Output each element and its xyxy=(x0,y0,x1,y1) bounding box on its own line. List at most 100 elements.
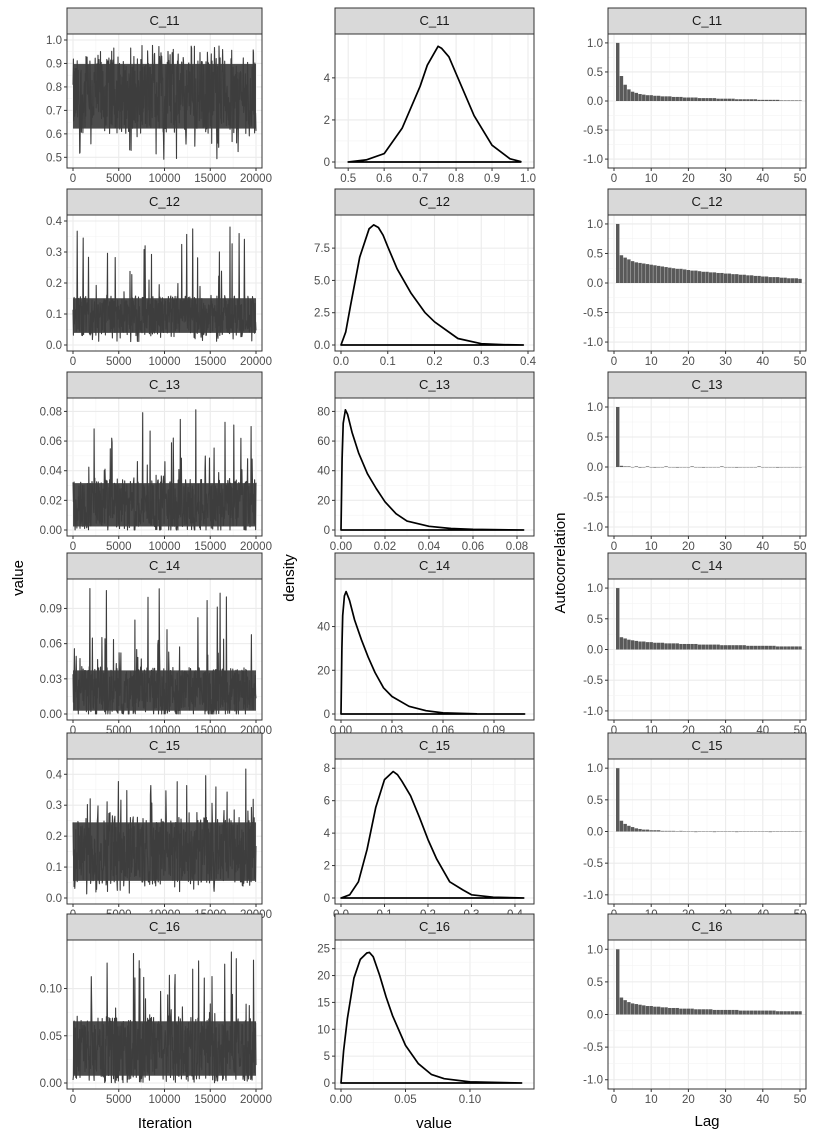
acf-bar xyxy=(701,271,705,283)
y-tick-label: 0.5 xyxy=(587,248,603,260)
density-panel-C_13: C_13 0 20 40 60 80 0.00 0.02 0.04 0.06 0.08 xyxy=(317,371,535,553)
x-tick-label: 10 xyxy=(645,173,658,185)
y-tick-label: 0 xyxy=(324,1078,330,1090)
acf-bar xyxy=(787,278,791,283)
acf-bar xyxy=(761,1010,765,1015)
acf-bar xyxy=(634,262,639,283)
acf-bar xyxy=(716,1009,720,1015)
acf-bar xyxy=(716,98,720,101)
acf-bar xyxy=(768,831,772,833)
acf-bar xyxy=(738,1010,743,1015)
y-tick-label: 40 xyxy=(317,466,330,478)
y-tick-label: 1.0 xyxy=(587,583,603,595)
y-tick-label: 20 xyxy=(317,665,330,677)
y-tick-label: 0.2 xyxy=(46,831,62,843)
acf-bar xyxy=(679,643,683,650)
facet-strip-label: C_12 xyxy=(691,194,722,209)
acf-bar xyxy=(682,269,687,283)
acf-bar xyxy=(749,645,754,650)
acf-bar xyxy=(775,277,780,283)
x-tick-label: 0 xyxy=(611,173,617,185)
acf-bar xyxy=(675,467,679,468)
acf-bar xyxy=(653,265,657,283)
acf-bar xyxy=(764,645,769,650)
trace-band xyxy=(73,64,256,129)
acf-bar xyxy=(627,89,631,101)
acf-bar xyxy=(694,1009,698,1015)
acf-panel-C_11: C_11 1.0 0.5 0.0 -0.5 -1.0 0 10 20 30 40 50 xyxy=(583,7,807,185)
acf-bar xyxy=(738,274,743,283)
acf-bar xyxy=(616,223,620,283)
acf-bar xyxy=(705,271,709,283)
acf-bar xyxy=(630,640,635,650)
gridlines xyxy=(335,398,534,536)
acf-bar xyxy=(783,1011,787,1015)
acf-bar xyxy=(712,831,717,833)
density-panel-C_15: C_15024680.00.10.20.30.4 xyxy=(324,732,535,921)
x-tick-label: 15000 xyxy=(194,356,226,368)
acf-bar xyxy=(642,263,646,283)
acf-bar xyxy=(675,268,679,283)
acf-bar xyxy=(653,1006,657,1015)
acf-bar xyxy=(638,1004,642,1015)
y-tick-label: 1.0 xyxy=(46,35,62,47)
x-tick-label: 0.9 xyxy=(484,173,500,185)
acf-bar xyxy=(753,1010,758,1015)
y-tick-label: -1.0 xyxy=(583,706,603,718)
y-tick-label: 0.03 xyxy=(40,674,62,686)
y-tick-label: 0.0 xyxy=(46,340,62,352)
y-tick-label: -1.0 xyxy=(583,154,603,166)
acf-bar xyxy=(746,1010,750,1015)
acf-bar xyxy=(712,98,717,101)
acf-bar xyxy=(783,646,787,650)
facet-strip-label: C_15 xyxy=(149,738,180,753)
x-tick-label: 5000 xyxy=(106,173,132,185)
panel-border xyxy=(334,939,535,1090)
y-tick-label: 0.4 xyxy=(46,216,63,228)
acf-bar xyxy=(671,830,676,832)
acf-bar xyxy=(720,272,724,283)
y-tick-label: 0.04 xyxy=(40,466,63,478)
acf-bar xyxy=(630,261,635,283)
x-tick-label: 5000 xyxy=(106,541,132,553)
acf-bar xyxy=(709,644,713,650)
x-tick-label: 0 xyxy=(611,541,617,553)
x-tick-label: 20000 xyxy=(240,356,272,368)
acf-bar xyxy=(623,1000,627,1015)
acf-bar xyxy=(731,274,735,283)
acf-bar xyxy=(616,42,620,101)
y-tick-label: 0.09 xyxy=(40,603,62,615)
acf-bar xyxy=(727,1009,732,1015)
acf-bar xyxy=(630,1003,635,1015)
acf-bar xyxy=(645,829,650,832)
plot-area xyxy=(335,759,534,904)
y-tick-label: 0.08 xyxy=(40,406,62,418)
acf-bar xyxy=(735,467,739,468)
x-tick-label: 0 xyxy=(70,725,76,737)
acf-bar xyxy=(775,646,780,650)
acf-bar xyxy=(787,646,791,650)
acf-bar xyxy=(634,466,639,467)
acf-bar xyxy=(645,466,650,467)
facet-strip xyxy=(334,732,535,760)
acf-bar xyxy=(660,266,665,283)
acf-bar xyxy=(682,97,687,101)
y-tick-label: 0.0 xyxy=(587,645,603,657)
acf-bar xyxy=(634,92,639,101)
y-tick-label: -1.0 xyxy=(583,522,603,534)
acf-bar xyxy=(668,96,672,101)
acf-bar xyxy=(627,639,631,650)
trace-band xyxy=(73,483,256,527)
y-tick-label: 4 xyxy=(324,73,331,85)
acf-bar xyxy=(649,830,653,832)
acf-bar xyxy=(686,1008,691,1015)
x-tick-label: 0 xyxy=(70,173,76,185)
x-tick-label: 0 xyxy=(70,1094,76,1106)
facet-strip xyxy=(66,552,263,580)
acf-bar xyxy=(749,275,754,283)
x-tick-label: 0 xyxy=(611,725,617,737)
acf-bar xyxy=(660,830,665,832)
acf-bar xyxy=(675,643,679,650)
acf-bar xyxy=(798,646,802,650)
acf-bar xyxy=(742,1010,746,1015)
